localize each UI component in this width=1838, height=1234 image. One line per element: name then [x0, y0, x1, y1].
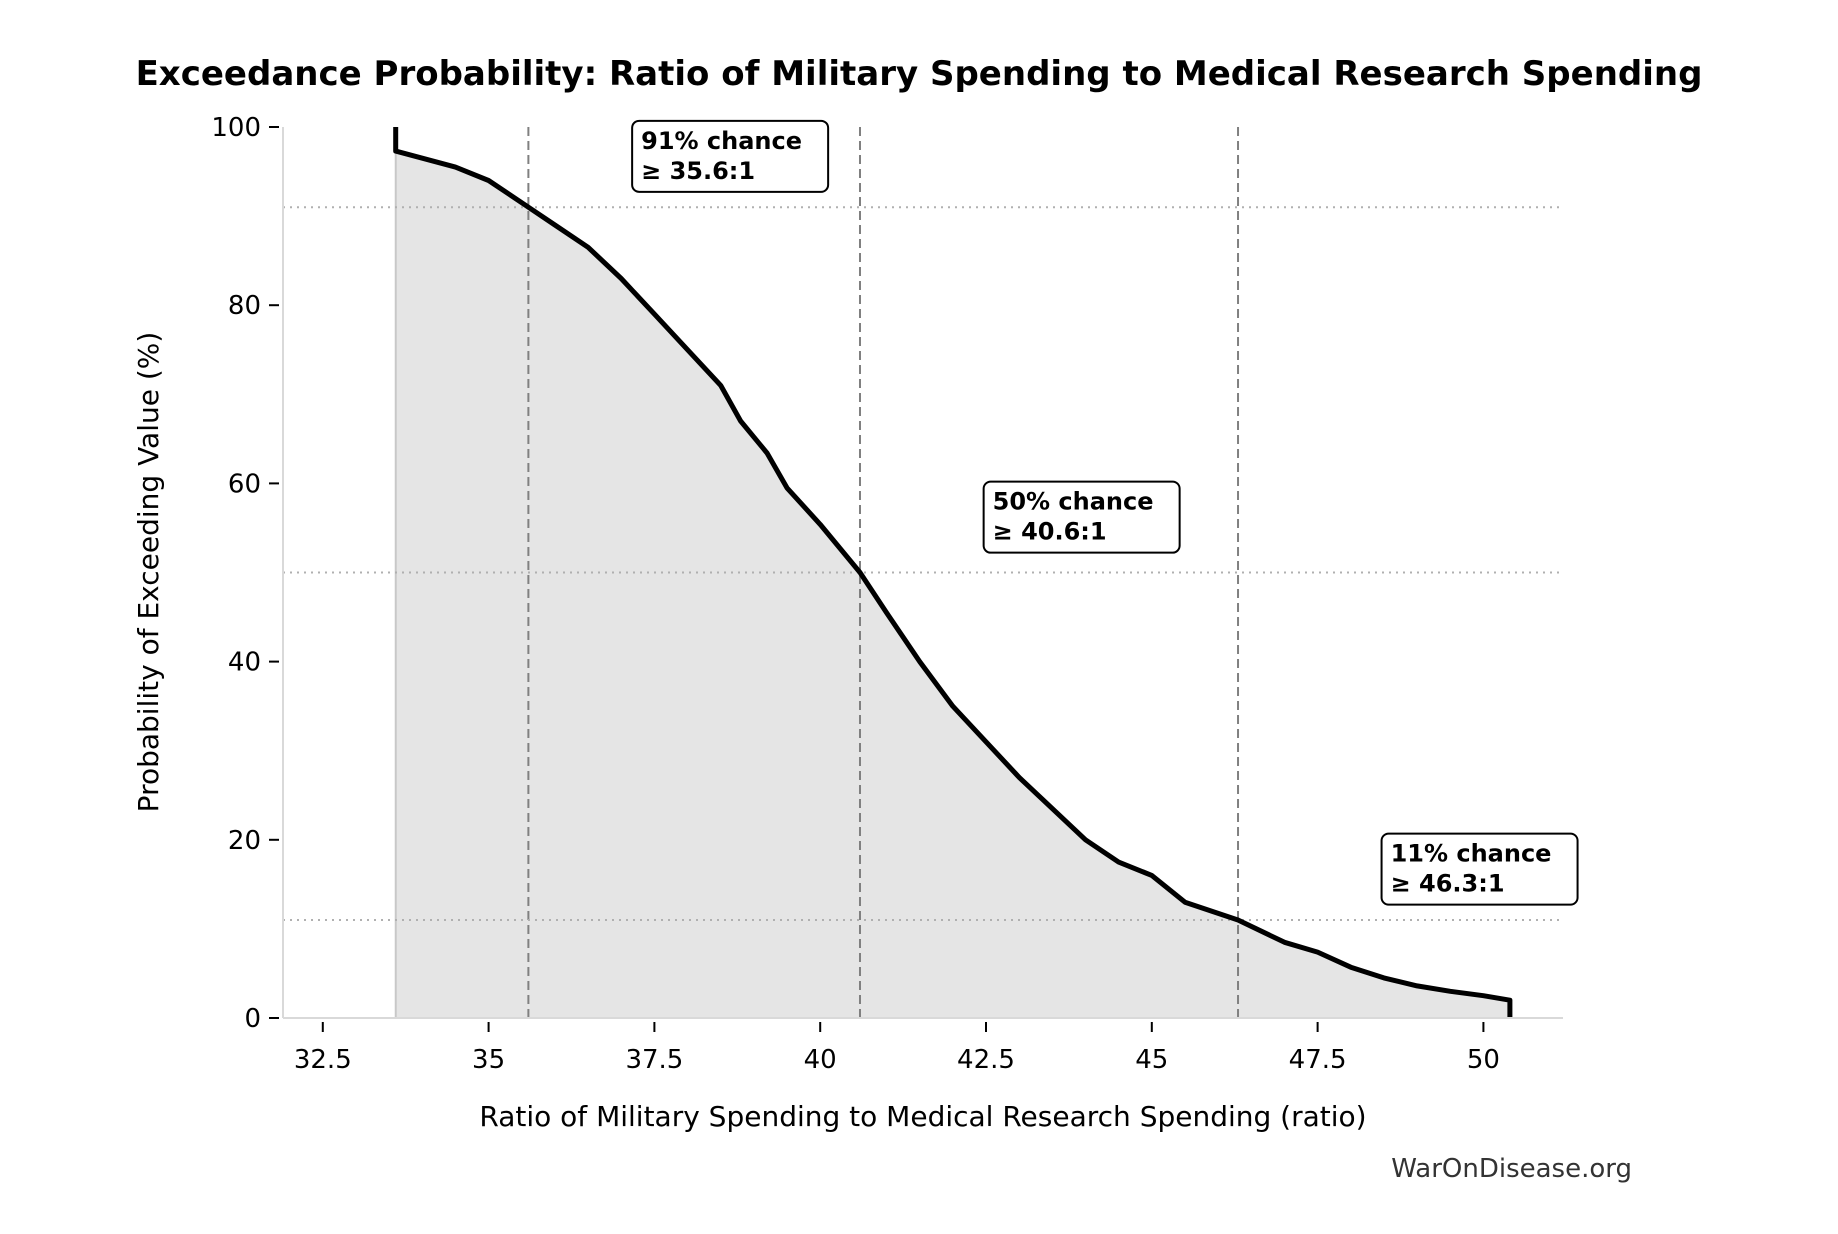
- y-tick-label: 20: [228, 826, 261, 856]
- annotation-border: [982, 480, 1181, 554]
- y-tick-label: 60: [228, 469, 261, 499]
- exceedance-curve: [393, 127, 1513, 1018]
- x-tick-label: 35: [472, 1045, 505, 1075]
- x-tick-label: 42.5: [957, 1045, 1015, 1075]
- plot-area: 32.5 35 37.5 40 42.5 45 47.5 50 0 20 40 60 80 100 91% …: [211, 113, 1579, 1075]
- x-axis-label: Ratio of Military Spending to Medical Re…: [479, 1100, 1366, 1133]
- x-tick-label: 37.5: [625, 1045, 683, 1075]
- x-tick-label: 32.5: [294, 1045, 352, 1075]
- y-axis-label: Probability of Exceeding Value (%): [132, 332, 165, 813]
- annotation-border: [1380, 832, 1579, 906]
- annotation-probability: 91% chance: [641, 127, 802, 155]
- annotation-box: 11% chance≥ 46.3:1: [1380, 832, 1579, 906]
- x-tick-label: 47.5: [1289, 1045, 1347, 1075]
- y-tick-label: 100: [211, 113, 261, 143]
- y-tick-label: 80: [228, 291, 261, 321]
- chart-title: Exceedance Probability: Ratio of Militar…: [136, 54, 1703, 94]
- x-tick-label: 40: [804, 1045, 837, 1075]
- annotation-ratio: ≥ 46.3:1: [1391, 870, 1505, 898]
- annotation-box: 50% chance≥ 40.6:1: [982, 480, 1181, 554]
- annotation-probability: 11% chance: [1391, 840, 1552, 868]
- annotation-probability: 50% chance: [993, 488, 1154, 516]
- annotation-ratio: ≥ 40.6:1: [993, 518, 1107, 546]
- annotation-box: 91% chance≥ 35.6:1: [631, 119, 830, 193]
- y-tick-label: 40: [228, 648, 261, 678]
- exceedance-fill: [395, 151, 1510, 1019]
- watermark: WarOnDisease.org: [1391, 1154, 1632, 1184]
- annotation-border: [631, 119, 830, 193]
- x-tick-label: 45: [1135, 1045, 1168, 1075]
- x-tick-label: 50: [1467, 1045, 1500, 1075]
- y-tick-label: 0: [244, 1004, 261, 1034]
- annotation-ratio: ≥ 35.6:1: [641, 157, 755, 185]
